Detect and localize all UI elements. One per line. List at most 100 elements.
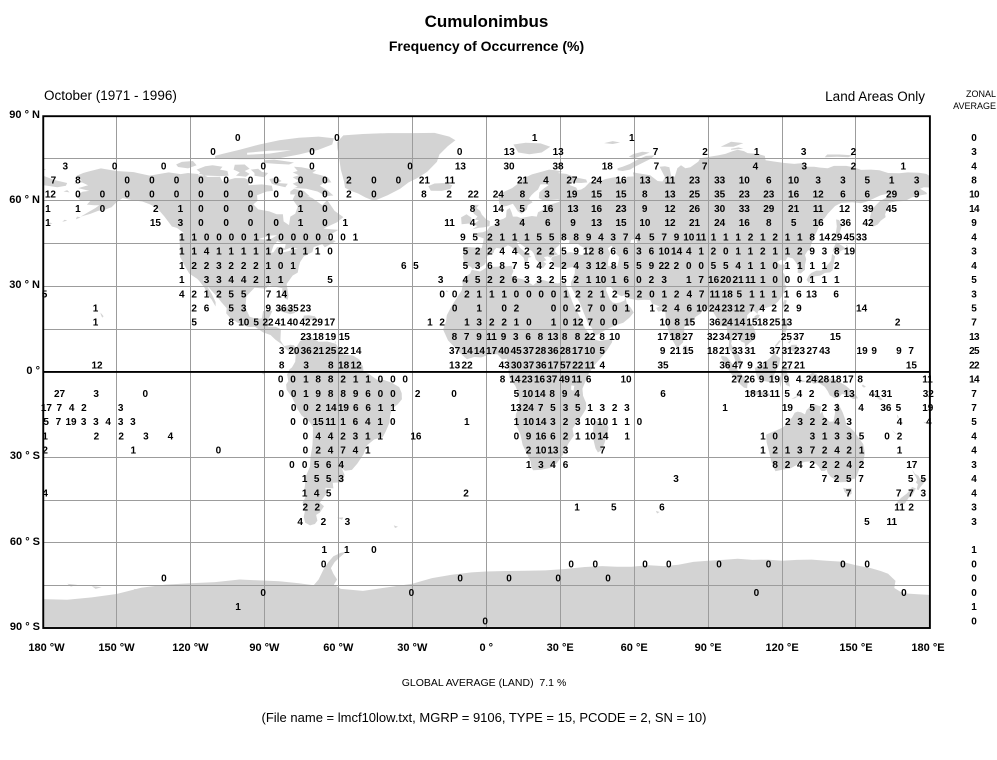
svg-text:2: 2 [316, 403, 322, 414]
svg-text:0: 0 [402, 375, 408, 386]
svg-text:2: 2 [303, 503, 309, 514]
svg-text:0: 0 [223, 176, 229, 187]
svg-text:1: 1 [809, 261, 815, 272]
svg-text:2: 2 [859, 460, 865, 471]
svg-text:0: 0 [600, 318, 606, 329]
svg-text:37: 37 [523, 360, 535, 371]
svg-text:1: 1 [897, 446, 903, 457]
svg-text:22: 22 [262, 318, 274, 329]
svg-text:2: 2 [464, 289, 470, 300]
svg-text:3: 3 [494, 218, 500, 229]
svg-text:0: 0 [315, 232, 321, 243]
svg-text:3: 3 [834, 432, 840, 443]
svg-text:22: 22 [969, 360, 980, 371]
svg-text:5: 5 [314, 460, 320, 471]
svg-text:3: 3 [524, 275, 530, 286]
svg-text:3: 3 [815, 176, 821, 187]
svg-text:4: 4 [365, 417, 371, 428]
svg-text:0: 0 [248, 176, 254, 187]
svg-text:19: 19 [782, 403, 794, 414]
svg-text:21: 21 [733, 275, 745, 286]
svg-text:9: 9 [460, 232, 466, 243]
svg-text:1: 1 [377, 417, 383, 428]
svg-text:9: 9 [586, 232, 592, 243]
svg-text:15: 15 [313, 417, 325, 428]
svg-text:5: 5 [514, 389, 520, 400]
svg-text:0: 0 [409, 588, 415, 599]
svg-text:2: 2 [573, 275, 579, 286]
svg-text:2: 2 [191, 289, 197, 300]
svg-text:17: 17 [324, 318, 336, 329]
svg-text:5: 5 [561, 247, 567, 258]
svg-text:20: 20 [288, 346, 300, 357]
svg-text:24: 24 [714, 218, 726, 229]
svg-text:35: 35 [288, 304, 300, 315]
svg-text:9: 9 [747, 360, 753, 371]
svg-text:1: 1 [760, 275, 766, 286]
svg-text:2: 2 [561, 261, 567, 272]
svg-text:16: 16 [615, 176, 627, 187]
svg-text:2: 2 [549, 261, 555, 272]
svg-text:15: 15 [906, 360, 918, 371]
svg-text:1: 1 [526, 460, 532, 471]
svg-text:11: 11 [445, 176, 456, 187]
svg-text:7: 7 [538, 403, 544, 414]
svg-text:0: 0 [100, 190, 106, 201]
svg-text:5: 5 [772, 360, 778, 371]
svg-text:1: 1 [735, 247, 741, 258]
svg-text:8: 8 [599, 332, 605, 343]
svg-text:47: 47 [732, 360, 744, 371]
svg-text:12: 12 [664, 204, 676, 215]
svg-text:0: 0 [612, 318, 618, 329]
svg-text:8: 8 [538, 332, 544, 343]
svg-text:5: 5 [791, 218, 797, 229]
svg-text:1: 1 [600, 289, 606, 300]
svg-text:1: 1 [611, 275, 617, 286]
svg-text:21: 21 [689, 218, 701, 229]
svg-text:2: 2 [191, 304, 197, 315]
svg-text:7: 7 [971, 389, 977, 400]
svg-text:0: 0 [248, 204, 254, 215]
svg-text:6: 6 [623, 247, 629, 258]
svg-text:5: 5 [326, 488, 332, 499]
svg-text:22: 22 [462, 360, 474, 371]
svg-text:28: 28 [818, 375, 830, 386]
svg-text:3: 3 [130, 417, 136, 428]
svg-text:17: 17 [41, 403, 53, 414]
svg-text:7: 7 [810, 446, 816, 457]
svg-text:37: 37 [769, 346, 781, 357]
svg-text:3: 3 [216, 275, 222, 286]
svg-text:3: 3 [476, 318, 482, 329]
svg-text:4: 4 [105, 417, 111, 428]
svg-text:10: 10 [535, 446, 547, 457]
svg-text:8: 8 [598, 247, 604, 258]
svg-text:1: 1 [722, 403, 728, 414]
svg-text:19: 19 [857, 346, 869, 357]
svg-text:1: 1 [759, 289, 765, 300]
svg-text:0: 0 [290, 417, 296, 428]
svg-text:6: 6 [487, 261, 493, 272]
svg-text:27: 27 [782, 360, 794, 371]
svg-text:2: 2 [760, 247, 766, 258]
svg-text:3: 3 [846, 432, 852, 443]
svg-text:2: 2 [851, 161, 857, 172]
svg-text:1: 1 [785, 446, 791, 457]
svg-text:0: 0 [884, 432, 890, 443]
svg-text:24: 24 [806, 375, 818, 386]
svg-text:13: 13 [781, 318, 793, 329]
svg-text:23: 23 [689, 176, 701, 187]
svg-text:11: 11 [745, 275, 756, 286]
svg-text:5: 5 [191, 318, 197, 329]
svg-text:5: 5 [549, 232, 555, 243]
svg-text:6: 6 [326, 460, 332, 471]
svg-text:1: 1 [563, 289, 569, 300]
svg-text:0: 0 [261, 161, 267, 172]
svg-text:4: 4 [598, 232, 604, 243]
svg-text:4: 4 [241, 275, 247, 286]
svg-text:0: 0 [149, 190, 155, 201]
svg-text:3: 3 [81, 417, 87, 428]
svg-text:12: 12 [572, 318, 584, 329]
svg-text:0: 0 [291, 389, 297, 400]
svg-text:42: 42 [862, 218, 874, 229]
svg-text:7: 7 [661, 232, 667, 243]
